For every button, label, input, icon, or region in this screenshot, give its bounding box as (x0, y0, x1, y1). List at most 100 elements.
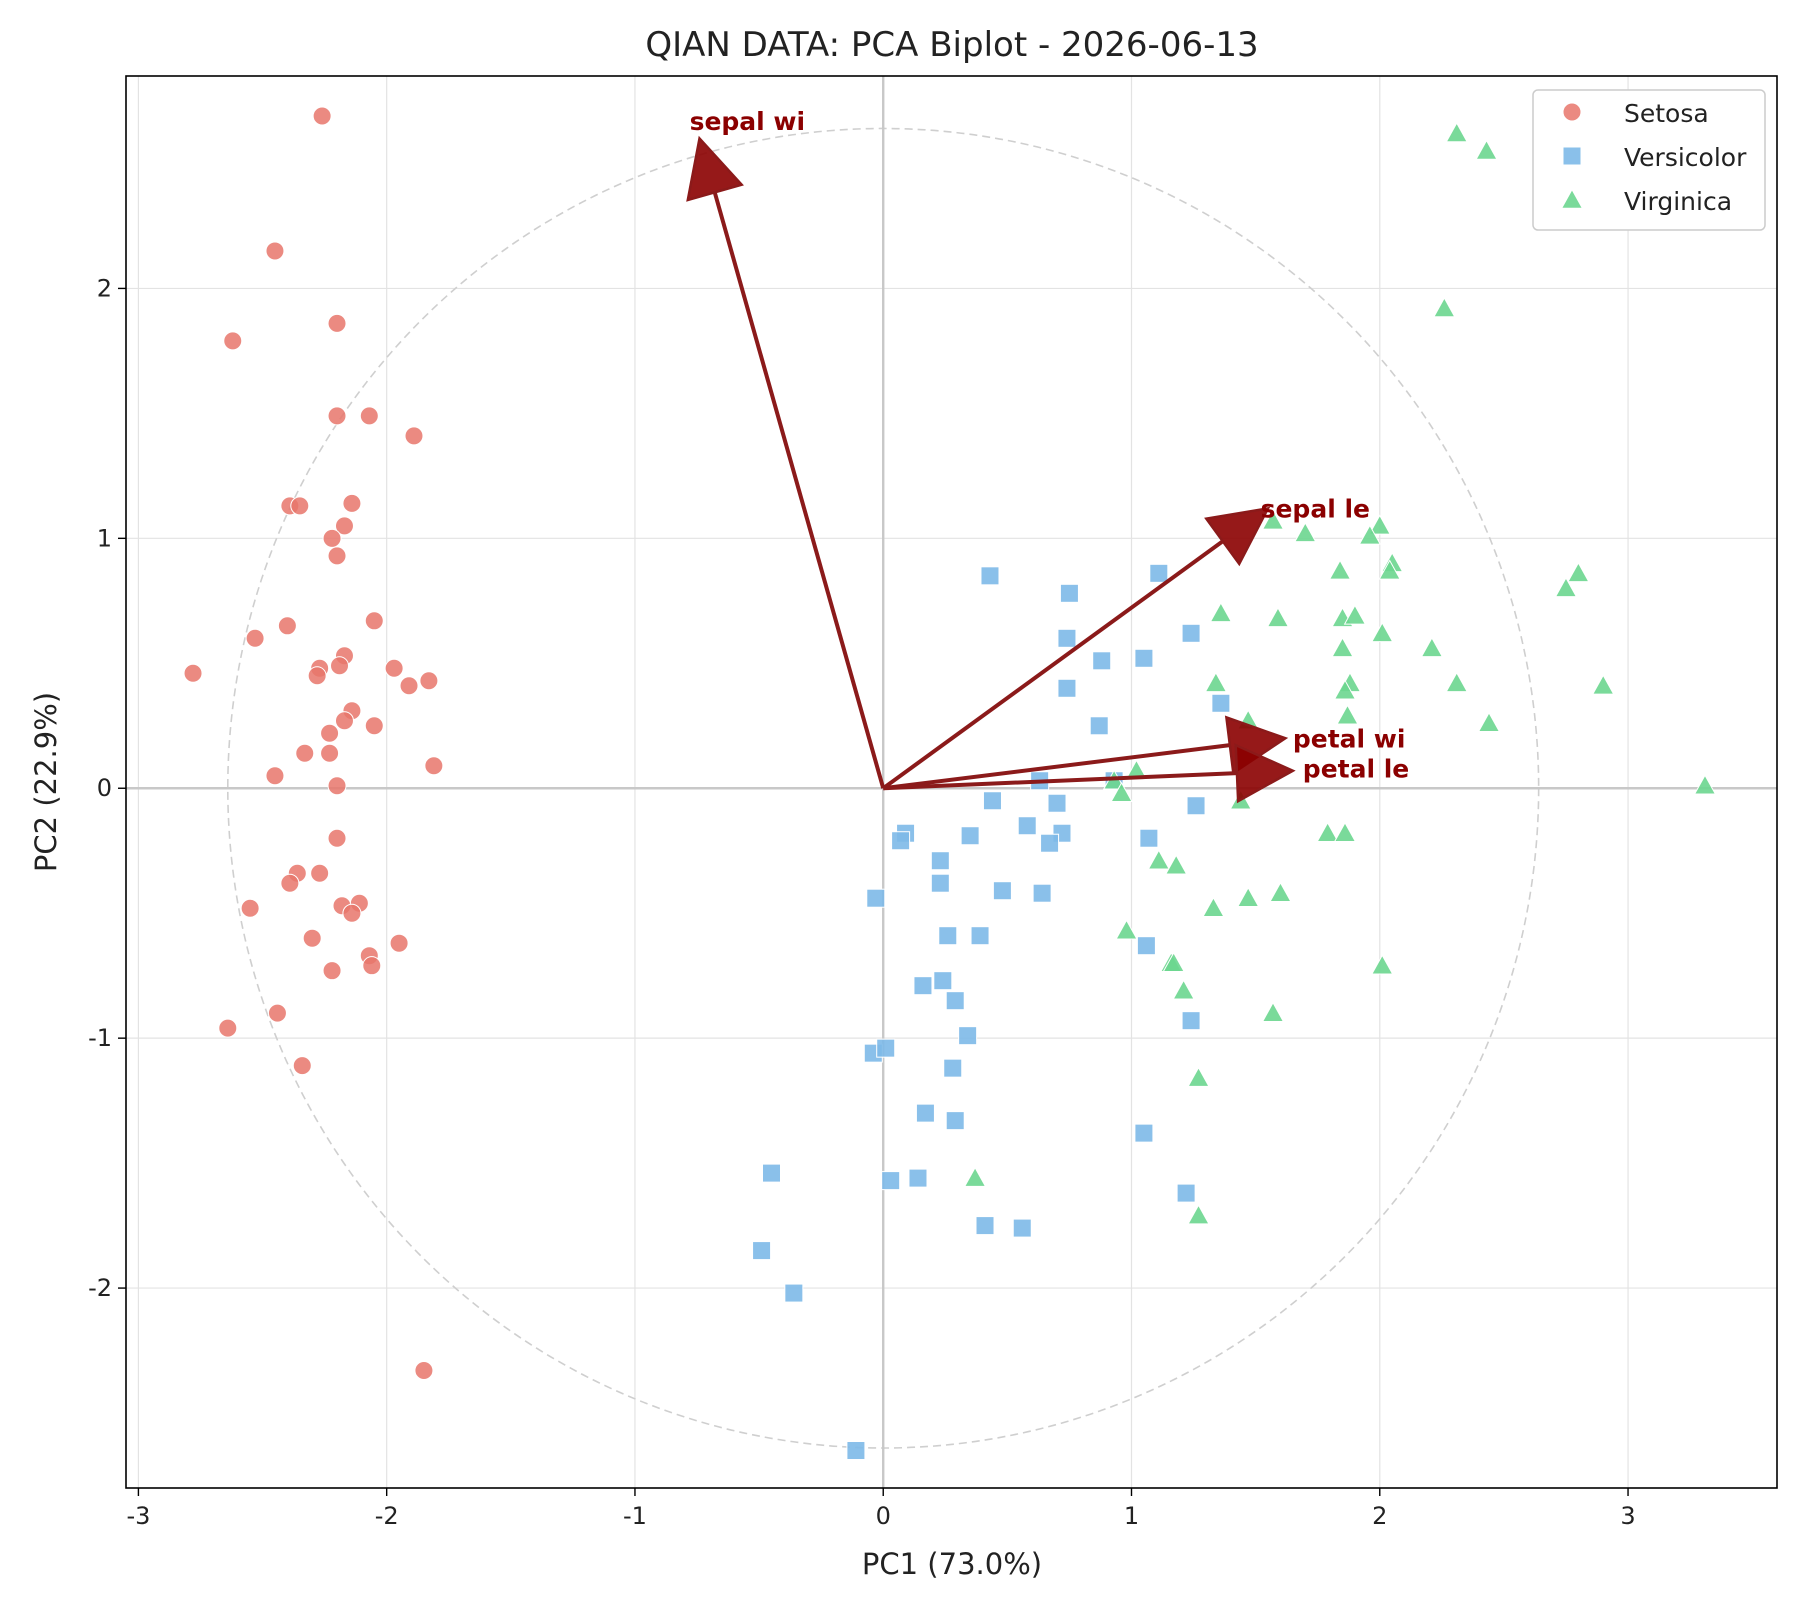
legend-marker-setosa (1562, 102, 1582, 122)
versicolor-point (930, 873, 950, 893)
legend-marker-virginica (1560, 188, 1584, 209)
x-tick-label: 2 (1372, 1502, 1387, 1530)
chart-title: QIAN DATA: PCA Biplot - 2026-06-13 (645, 25, 1258, 65)
versicolor-point (762, 1163, 782, 1183)
setosa-point (320, 743, 340, 763)
versicolor-point (881, 1171, 901, 1191)
setosa-point (183, 663, 203, 683)
loading-arrow-petal-wi (882, 743, 1231, 791)
setosa-point (327, 313, 347, 333)
versicolor-point (1089, 716, 1109, 736)
versicolor-point (980, 566, 1000, 586)
setosa-point (307, 666, 327, 686)
setosa-point (330, 656, 350, 676)
versicolor-point (975, 1216, 995, 1236)
versicolor-point (958, 1026, 978, 1046)
virginica-point (1147, 849, 1171, 870)
versicolor-point (915, 1103, 935, 1123)
setosa-point (334, 711, 354, 731)
scatter-points (183, 106, 1717, 1461)
setosa-point (404, 426, 424, 446)
virginica-point (1343, 604, 1367, 625)
virginica-point (1592, 674, 1615, 695)
versicolor-point (970, 926, 990, 946)
versicolor-point (1017, 816, 1037, 836)
setosa-point (364, 716, 384, 736)
virginica-point (1554, 576, 1578, 598)
legend-label-virginica: Virginica (1624, 187, 1732, 216)
virginica-point (1187, 1066, 1210, 1087)
versicolor-point (784, 1283, 804, 1303)
versicolor-point (945, 991, 965, 1011)
versicolor-point (752, 1241, 772, 1261)
setosa-point (277, 616, 297, 636)
legend-label-setosa: Setosa (1624, 99, 1709, 128)
virginica-point (1164, 854, 1188, 875)
versicolor-point (846, 1441, 866, 1461)
x-tick-label: -2 (375, 1502, 399, 1530)
versicolor-point (992, 881, 1012, 901)
virginica-point (1294, 521, 1317, 543)
setosa-point (295, 743, 315, 763)
loading-label-petal-le: petal le (1303, 754, 1409, 783)
virginica-point (1477, 711, 1501, 733)
x-axis-label: PC1 (73.0%) (862, 1547, 1042, 1581)
setosa-point (327, 546, 347, 566)
versicolor-point (913, 976, 933, 996)
setosa-point (310, 863, 330, 883)
plot-frame (125, 75, 1778, 1489)
loading-arrow-petal-le (883, 771, 1238, 791)
loading-arrowhead-sepal-wi (686, 135, 744, 202)
versicolor-point (1059, 583, 1079, 603)
legend-symbol-setosa (1562, 102, 1582, 122)
setosa-point (265, 241, 285, 261)
y-tick-label: 2 (97, 274, 112, 302)
legend-symbol-versicolor (1562, 146, 1582, 166)
setosa-point (240, 898, 260, 918)
setosa-point (424, 756, 444, 776)
virginica-point (1693, 774, 1717, 795)
versicolor-point (1134, 648, 1154, 668)
versicolor-point (1211, 693, 1231, 713)
versicolor-point (930, 851, 950, 871)
virginica-point (1316, 821, 1339, 843)
setosa-point (327, 828, 347, 848)
setosa-point (389, 933, 409, 953)
virginica-point (1333, 679, 1357, 700)
loading-arrow-sepal-le (882, 539, 1224, 790)
virginica-point (1378, 559, 1401, 580)
axis-ticks: -3 -2 -1 0 1 2 3 -2 -1 0 1 2 (88, 274, 1636, 1530)
setosa-point (223, 331, 243, 351)
setosa-point (342, 493, 362, 513)
versicolor-point (1136, 936, 1156, 956)
virginica-point (1261, 1001, 1285, 1022)
virginica-point (1172, 979, 1195, 1000)
versicolor-point (908, 1168, 928, 1188)
setosa-point (322, 528, 342, 548)
versicolor-point (1057, 628, 1077, 648)
virginica-point (1187, 1204, 1210, 1225)
grid-lines (126, 76, 1777, 1488)
versicolor-point (1092, 651, 1112, 671)
virginica-point (1433, 297, 1456, 318)
loading-label-petal-wi: petal wi (1293, 724, 1406, 753)
setosa-point (265, 766, 285, 786)
x-tick-label: 1 (1124, 1502, 1139, 1530)
setosa-point (327, 776, 347, 796)
virginica-point (1261, 509, 1285, 530)
versicolor-point (1057, 678, 1077, 698)
setosa-point (364, 611, 384, 631)
versicolor-point (1181, 1011, 1201, 1031)
setosa-point (322, 961, 342, 981)
setosa-point (399, 676, 419, 696)
virginica-point (1209, 601, 1233, 623)
setosa-point (302, 928, 322, 948)
versicolor-point (1134, 1123, 1154, 1143)
virginica-point (1371, 954, 1394, 975)
setosa-point (312, 106, 332, 126)
y-tick-label: -2 (88, 1274, 112, 1302)
setosa-point (280, 873, 300, 893)
virginica-point (1420, 636, 1444, 658)
versicolor-point (982, 791, 1002, 811)
